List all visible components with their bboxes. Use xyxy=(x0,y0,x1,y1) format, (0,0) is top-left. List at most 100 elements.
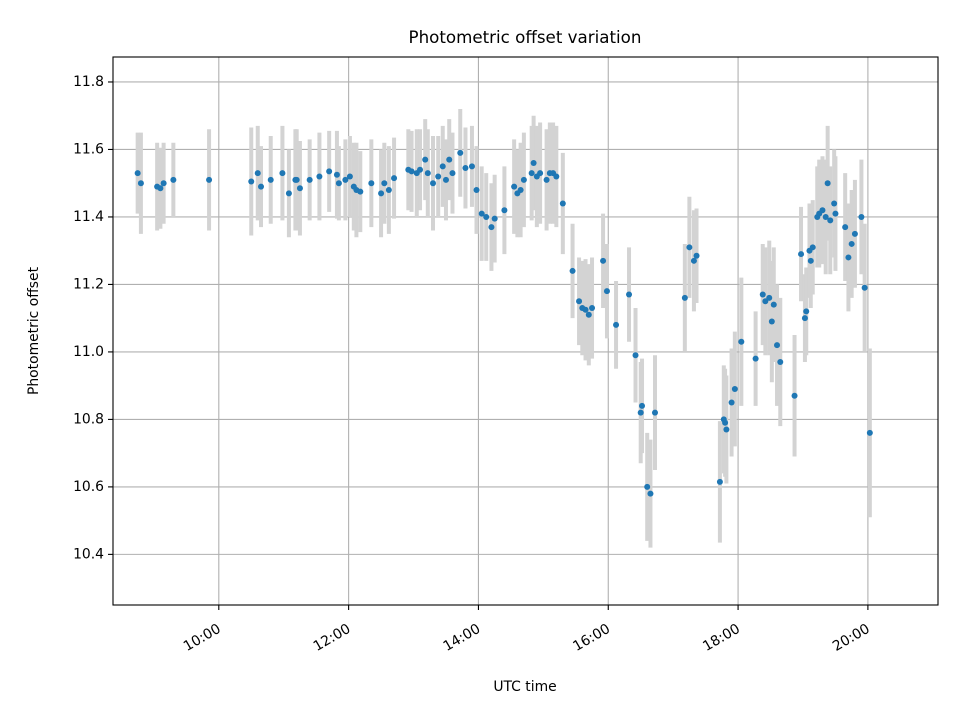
data-point xyxy=(832,210,839,217)
data-point xyxy=(777,359,784,366)
data-point xyxy=(435,173,442,180)
data-point xyxy=(569,267,576,274)
y-tick-label: 11.2 xyxy=(73,276,104,292)
data-point xyxy=(408,168,415,175)
data-point xyxy=(306,176,313,183)
data-point xyxy=(716,478,723,485)
y-tick-label: 10.8 xyxy=(73,411,104,427)
data-point xyxy=(791,392,798,399)
data-point xyxy=(424,170,431,177)
data-point xyxy=(511,183,518,190)
data-point xyxy=(378,190,385,197)
y-tick-label: 10.6 xyxy=(73,479,104,495)
data-point xyxy=(473,186,480,193)
data-point xyxy=(768,318,775,325)
data-point xyxy=(585,311,592,318)
data-point xyxy=(422,156,429,163)
data-point xyxy=(381,180,388,187)
data-point xyxy=(576,298,583,305)
data-point xyxy=(501,207,508,214)
data-point xyxy=(449,170,456,177)
y-tick-label: 10.4 xyxy=(73,546,104,562)
y-axis-title: Photometric offset xyxy=(26,266,42,395)
data-point xyxy=(827,217,834,224)
data-point xyxy=(559,200,566,207)
data-point xyxy=(807,257,814,264)
data-point xyxy=(517,186,524,193)
data-point xyxy=(293,176,300,183)
data-point xyxy=(851,230,858,237)
data-point xyxy=(770,301,777,308)
data-point xyxy=(752,355,759,362)
data-point xyxy=(491,215,498,222)
data-point xyxy=(457,149,464,156)
data-point xyxy=(335,180,342,187)
x-axis-title: UTC time xyxy=(493,679,556,695)
data-point xyxy=(357,188,364,195)
data-point xyxy=(801,315,808,322)
data-point xyxy=(798,251,805,258)
data-point xyxy=(686,244,693,251)
data-point xyxy=(644,483,651,490)
data-point xyxy=(342,176,349,183)
data-point xyxy=(254,170,261,177)
data-point xyxy=(267,176,274,183)
data-point xyxy=(819,207,826,214)
data-point xyxy=(681,294,688,301)
data-point xyxy=(738,338,745,345)
data-point xyxy=(134,170,141,177)
data-point xyxy=(137,180,144,187)
data-point xyxy=(442,176,449,183)
data-point xyxy=(279,170,286,177)
data-point xyxy=(866,429,873,436)
data-point xyxy=(824,180,831,187)
data-point xyxy=(637,409,644,416)
data-point xyxy=(626,291,633,298)
data-point xyxy=(861,284,868,291)
data-point xyxy=(206,176,213,183)
data-point xyxy=(170,176,177,183)
data-point xyxy=(368,180,375,187)
data-point xyxy=(639,402,646,409)
data-point xyxy=(316,173,323,180)
data-point xyxy=(488,224,495,231)
data-point xyxy=(759,291,766,298)
data-markers xyxy=(134,149,873,497)
data-point xyxy=(462,165,469,172)
data-point xyxy=(326,168,333,175)
data-point xyxy=(842,224,849,231)
data-point xyxy=(346,173,353,180)
data-point xyxy=(483,213,490,220)
data-point xyxy=(848,240,855,247)
data-point xyxy=(728,399,735,406)
data-point xyxy=(731,386,738,393)
data-point xyxy=(822,213,829,220)
data-point xyxy=(845,254,852,261)
data-point xyxy=(157,185,164,192)
data-point xyxy=(589,305,596,312)
data-point xyxy=(543,176,550,183)
data-point xyxy=(439,163,446,170)
data-point xyxy=(809,244,816,251)
data-point xyxy=(722,419,729,426)
data-point xyxy=(417,166,424,173)
data-point xyxy=(530,159,537,166)
data-point xyxy=(693,252,700,259)
y-tick-label: 11.8 xyxy=(73,74,104,90)
data-point xyxy=(690,257,697,264)
data-point xyxy=(296,185,303,192)
data-point xyxy=(528,170,535,177)
data-point xyxy=(762,298,769,305)
data-point xyxy=(647,490,654,497)
data-point xyxy=(520,176,527,183)
chart-title: Photometric offset variation xyxy=(409,27,642,47)
data-point xyxy=(603,288,610,295)
data-point xyxy=(446,156,453,163)
data-point xyxy=(537,170,544,177)
data-point xyxy=(858,213,865,220)
data-point xyxy=(385,186,392,193)
y-tick-label: 11.4 xyxy=(73,209,104,225)
data-point xyxy=(831,200,838,207)
